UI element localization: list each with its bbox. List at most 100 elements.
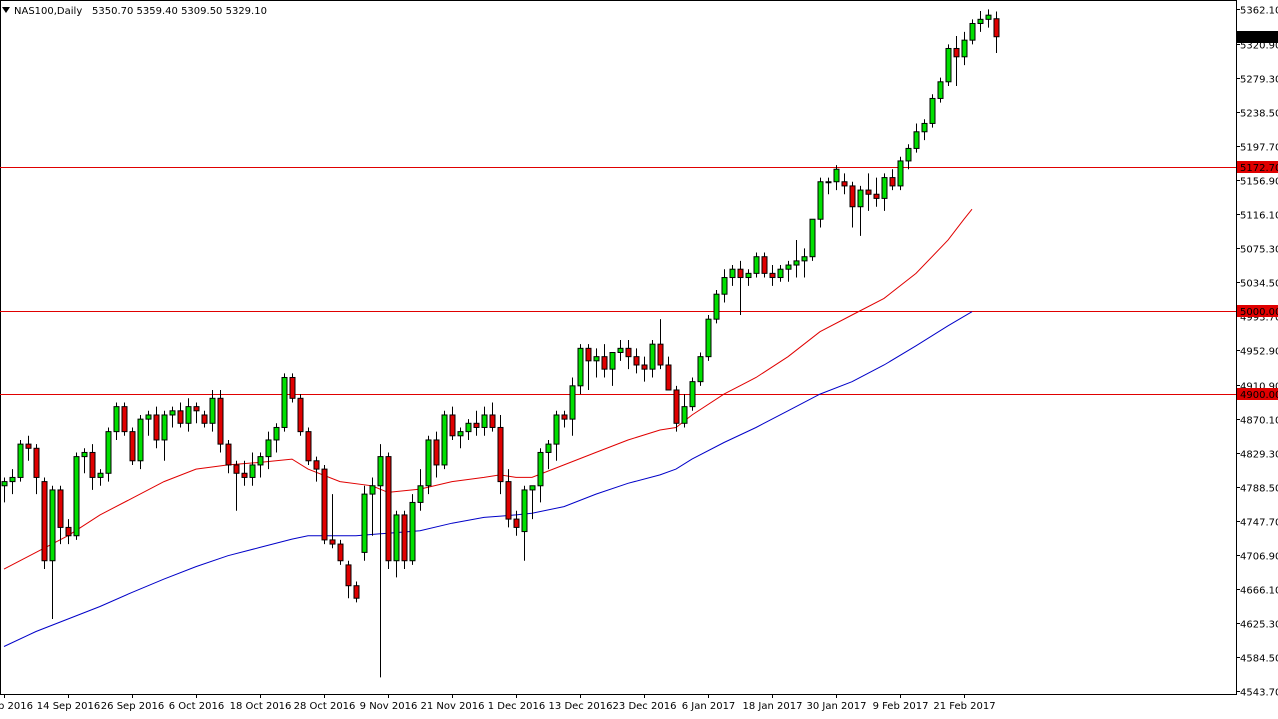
candle[interactable]	[561, 410, 568, 428]
candle[interactable]	[769, 265, 776, 286]
candle[interactable]	[457, 427, 464, 449]
candle[interactable]	[737, 260, 744, 316]
candle[interactable]	[905, 144, 912, 170]
candle[interactable]	[825, 177, 832, 195]
candle[interactable]	[937, 77, 944, 103]
candle[interactable]	[369, 477, 376, 536]
candle[interactable]	[113, 402, 120, 440]
candle[interactable]	[241, 460, 248, 486]
candle[interactable]	[465, 419, 472, 440]
candle[interactable]	[9, 469, 16, 495]
candle[interactable]	[849, 181, 856, 228]
candle[interactable]	[305, 427, 312, 465]
candle[interactable]	[985, 9, 992, 28]
candle[interactable]	[97, 469, 104, 486]
candle[interactable]	[73, 452, 80, 540]
candle[interactable]	[393, 510, 400, 578]
candle[interactable]	[121, 402, 128, 436]
candle[interactable]	[697, 352, 704, 386]
candle[interactable]	[713, 290, 720, 324]
candle[interactable]	[289, 373, 296, 403]
candle[interactable]	[89, 444, 96, 490]
candle[interactable]	[145, 410, 152, 436]
candle[interactable]	[689, 377, 696, 411]
candle[interactable]	[609, 351, 616, 386]
candle[interactable]	[545, 439, 552, 470]
candle[interactable]	[745, 269, 752, 286]
candle[interactable]	[1, 477, 8, 503]
candle[interactable]	[529, 485, 536, 520]
candle[interactable]	[433, 431, 440, 478]
candle[interactable]	[201, 410, 208, 428]
candle[interactable]	[161, 410, 168, 461]
candle[interactable]	[673, 385, 680, 432]
candle[interactable]	[297, 394, 304, 436]
candle[interactable]	[345, 560, 352, 599]
candle[interactable]	[65, 519, 72, 545]
candle[interactable]	[817, 177, 824, 228]
candle[interactable]	[841, 173, 848, 195]
candle[interactable]	[489, 402, 496, 432]
candle[interactable]	[49, 485, 56, 620]
candle[interactable]	[569, 377, 576, 436]
candle[interactable]	[417, 469, 424, 511]
candle[interactable]	[665, 356, 672, 391]
candle[interactable]	[521, 485, 528, 561]
candle[interactable]	[401, 510, 408, 570]
candle[interactable]	[833, 165, 840, 191]
candle[interactable]	[633, 348, 640, 374]
candle[interactable]	[409, 494, 416, 565]
candle[interactable]	[897, 156, 904, 191]
candle[interactable]	[553, 410, 560, 461]
candle[interactable]	[961, 31, 968, 66]
candle[interactable]	[857, 185, 864, 236]
candle[interactable]	[921, 119, 928, 141]
candle[interactable]	[881, 173, 888, 211]
candle[interactable]	[361, 485, 368, 561]
candle[interactable]	[809, 218, 816, 261]
candle[interactable]	[497, 414, 504, 495]
candle[interactable]	[969, 19, 976, 45]
candle[interactable]	[353, 581, 360, 603]
candle[interactable]	[953, 35, 960, 86]
candle[interactable]	[321, 464, 328, 545]
candle[interactable]	[913, 123, 920, 153]
candle[interactable]	[441, 410, 448, 470]
candles[interactable]	[1, 9, 1000, 678]
candle[interactable]	[81, 448, 88, 474]
candle[interactable]	[385, 452, 392, 570]
candle[interactable]	[785, 260, 792, 282]
candle[interactable]	[761, 252, 768, 278]
candle[interactable]	[641, 356, 648, 382]
candle[interactable]	[649, 340, 656, 378]
candle[interactable]	[473, 410, 480, 436]
candle[interactable]	[273, 423, 280, 453]
candle[interactable]	[185, 398, 192, 432]
candle[interactable]	[313, 456, 320, 482]
candle[interactable]	[793, 240, 800, 278]
candle[interactable]	[577, 344, 584, 395]
candle[interactable]	[33, 444, 40, 495]
candle[interactable]	[657, 319, 664, 370]
candle[interactable]	[865, 173, 872, 211]
candle[interactable]	[625, 340, 632, 370]
candle[interactable]	[601, 344, 608, 378]
candle[interactable]	[233, 460, 240, 511]
candle[interactable]	[257, 452, 264, 478]
candle[interactable]	[945, 44, 952, 86]
candle[interactable]	[721, 269, 728, 303]
candle[interactable]	[777, 265, 784, 282]
candle[interactable]	[425, 435, 432, 495]
candle[interactable]	[265, 431, 272, 470]
candle[interactable]	[929, 94, 936, 128]
candle[interactable]	[753, 252, 760, 278]
candle[interactable]	[177, 402, 184, 428]
candle[interactable]	[153, 406, 160, 449]
candle[interactable]	[249, 452, 256, 486]
candle[interactable]	[681, 394, 688, 428]
candle[interactable]	[57, 485, 64, 545]
candle[interactable]	[137, 414, 144, 470]
candle[interactable]	[537, 448, 544, 503]
candle[interactable]	[217, 389, 224, 453]
